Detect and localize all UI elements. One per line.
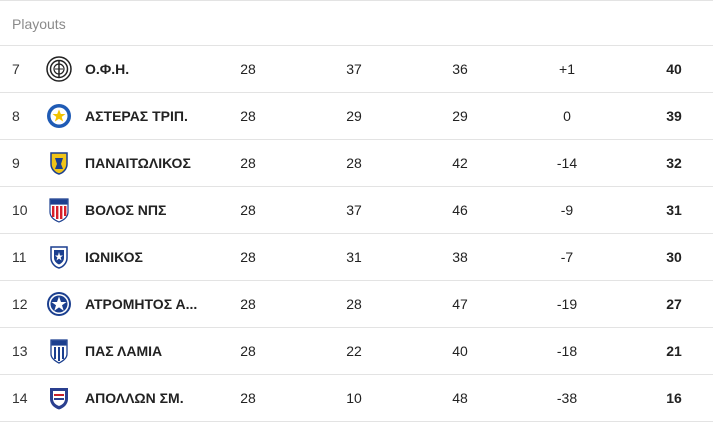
- goals-against: 29: [452, 108, 468, 124]
- points: 31: [666, 202, 682, 218]
- goals-against: 40: [452, 343, 468, 359]
- points: 40: [666, 61, 682, 77]
- goals-against: 47: [452, 296, 468, 312]
- table-row[interactable]: 14 ΑΠΟΛΛΩΝ ΣΜ. 28 10 48 -38 16: [0, 375, 713, 422]
- team-name[interactable]: ΙΩΝΙΚΟΣ: [85, 249, 143, 265]
- points: 32: [666, 155, 682, 171]
- goals-for: 37: [346, 61, 362, 77]
- table-row[interactable]: 11 ΙΩΝΙΚΟΣ 28 31 38 -7 30: [0, 234, 713, 281]
- team-name[interactable]: ΑΣΤΕΡΑΣ ΤΡΙΠ.: [85, 108, 188, 124]
- ofi-crest-icon: [46, 56, 72, 82]
- goals-for: 28: [346, 296, 362, 312]
- team-name[interactable]: Ο.Φ.Η.: [85, 61, 130, 77]
- points: 30: [666, 249, 682, 265]
- goals-for: 22: [346, 343, 362, 359]
- team-name[interactable]: ΠΑΝΑΙΤΩΛΙΚΟΣ: [85, 155, 191, 171]
- position: 9: [12, 155, 20, 171]
- asteras-tripolis-crest-icon: [46, 103, 72, 129]
- position: 14: [12, 390, 28, 406]
- team-name[interactable]: ΠΑΣ ΛΑΜΙΑ: [85, 343, 163, 359]
- played: 28: [240, 202, 256, 218]
- played: 28: [240, 108, 256, 124]
- goal-difference: -18: [556, 343, 578, 359]
- played: 28: [240, 343, 256, 359]
- position: 12: [12, 296, 28, 312]
- goal-difference: -19: [556, 296, 578, 312]
- section-header-playouts: Playouts: [0, 0, 713, 46]
- position: 8: [12, 108, 20, 124]
- ionikos-crest-icon: [46, 244, 72, 270]
- played: 28: [240, 296, 256, 312]
- goals-for: 37: [346, 202, 362, 218]
- goals-for: 29: [346, 108, 362, 124]
- table-row[interactable]: 8 ΑΣΤΕΡΑΣ ΤΡΙΠ. 28 29 29 0 39: [0, 93, 713, 140]
- goal-difference: 0: [563, 108, 571, 124]
- points: 16: [666, 390, 682, 406]
- goals-against: 36: [452, 61, 468, 77]
- volos-crest-icon: [46, 197, 72, 223]
- played: 28: [240, 61, 256, 77]
- position: 10: [12, 202, 28, 218]
- table-row[interactable]: 10 ΒΟΛΟΣ ΝΠΣ 28 37 46 -9 31: [0, 187, 713, 234]
- points: 27: [666, 296, 682, 312]
- table-row[interactable]: 13 ΠΑΣ ΛΑΜΙΑ 28 22 40 -18 21: [0, 328, 713, 375]
- team-name[interactable]: ΑΠΟΛΛΩΝ ΣΜ.: [85, 390, 184, 406]
- points: 39: [666, 108, 682, 124]
- goal-difference: +1: [559, 61, 575, 77]
- lamia-crest-icon: [46, 338, 72, 364]
- played: 28: [240, 155, 256, 171]
- position: 11: [12, 249, 27, 265]
- apollon-smyrnis-crest-icon: [46, 385, 72, 411]
- goals-against: 46: [452, 202, 468, 218]
- table-row[interactable]: 7 Ο.Φ.Η. 28 37 36 +1 40: [0, 46, 713, 93]
- position: 7: [12, 61, 20, 77]
- atromitos-crest-icon: [46, 291, 72, 317]
- played: 28: [240, 249, 256, 265]
- goal-difference: -14: [556, 155, 578, 171]
- position: 13: [12, 343, 28, 359]
- goals-against: 42: [452, 155, 468, 171]
- goal-difference: -38: [556, 390, 578, 406]
- table-row[interactable]: 12 ΑΤΡΟΜΗΤΟΣ Α... 28 28 47 -19 27: [0, 281, 713, 328]
- played: 28: [240, 390, 256, 406]
- goals-for: 10: [346, 390, 362, 406]
- goal-difference: -9: [560, 202, 574, 218]
- goals-for: 31: [346, 249, 362, 265]
- goals-against: 48: [452, 390, 468, 406]
- table-row[interactable]: 9 ΠΑΝΑΙΤΩΛΙΚΟΣ 28 28 42 -14 32: [0, 140, 713, 187]
- points: 21: [666, 343, 682, 359]
- goals-against: 38: [452, 249, 468, 265]
- goal-difference: -7: [560, 249, 574, 265]
- panetolikos-crest-icon: [46, 150, 72, 176]
- team-name[interactable]: ΒΟΛΟΣ ΝΠΣ: [85, 202, 167, 218]
- goals-for: 28: [346, 155, 362, 171]
- team-name[interactable]: ΑΤΡΟΜΗΤΟΣ Α...: [85, 296, 198, 312]
